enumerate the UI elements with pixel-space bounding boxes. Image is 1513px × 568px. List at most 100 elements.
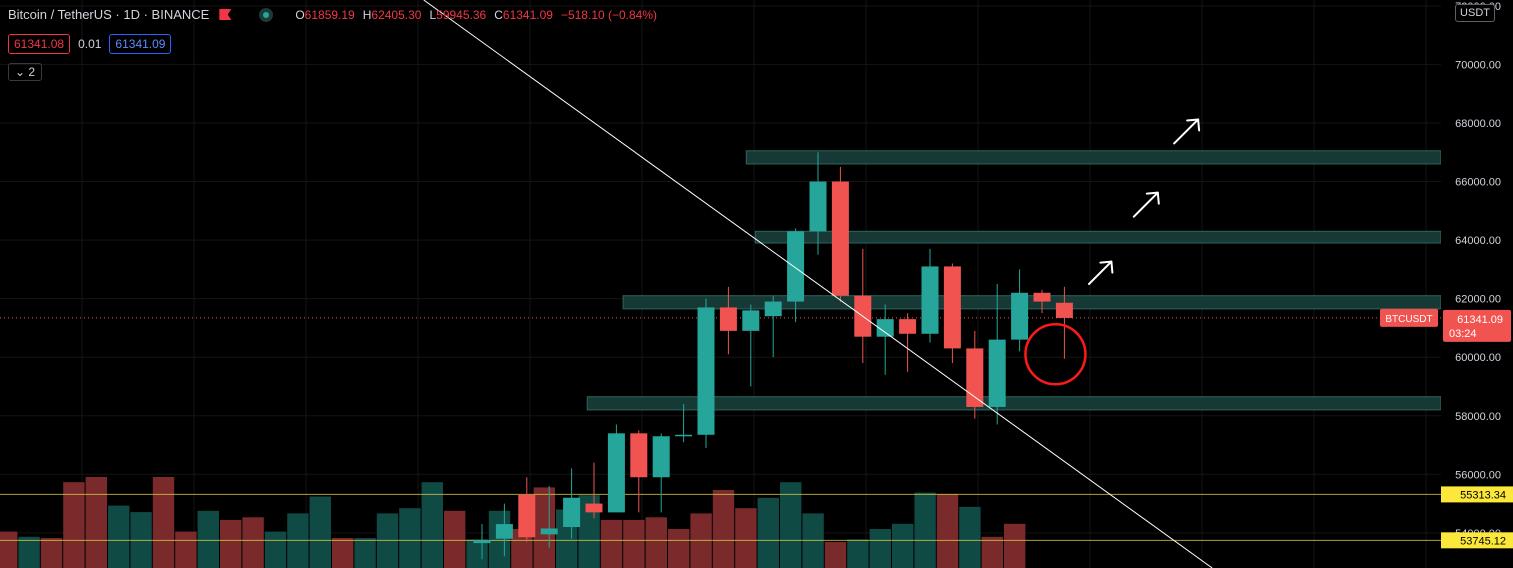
- volume-bar: [757, 497, 779, 568]
- volume-bar: [824, 542, 847, 568]
- price-tick-label: 64000.00: [1455, 235, 1501, 247]
- volume-bar: [466, 539, 488, 568]
- support-resistance-zone: [586, 396, 1442, 411]
- volume-bar: [18, 536, 40, 568]
- candle-body: [563, 497, 581, 528]
- sell-button[interactable]: 61341.08: [8, 34, 71, 54]
- candle-body: [966, 348, 984, 407]
- volume-bar: [444, 510, 466, 568]
- volume-bar: [264, 531, 287, 568]
- support-resistance-zone: [622, 295, 1442, 310]
- volume-bar: [354, 538, 376, 568]
- volume-bar: [668, 529, 690, 568]
- volume-bar: [712, 490, 735, 568]
- candle-body: [899, 319, 917, 334]
- volume-bar: [645, 517, 667, 568]
- indicator-count: 2: [28, 65, 36, 79]
- volume-bar: [936, 493, 959, 568]
- level-label: 55313.34: [1460, 489, 1506, 501]
- candle-body: [1055, 302, 1073, 318]
- candle-body: [943, 266, 961, 349]
- high-value: 62405.30: [371, 7, 422, 22]
- arrow-head: [1099, 260, 1114, 274]
- volume-bar: [85, 477, 107, 568]
- volume-bar: [175, 531, 197, 568]
- market-status-icon: [259, 7, 274, 22]
- candle-body: [607, 433, 625, 513]
- candle-body: [876, 319, 894, 337]
- volume-bar: [914, 492, 936, 568]
- volume-bar: [959, 506, 981, 568]
- arrow-shaft: [1088, 260, 1113, 285]
- candle-body: [675, 434, 693, 437]
- price-tick-label: 56000.00: [1455, 469, 1501, 481]
- price-axis: 72000.0070000.0068000.0066000.0064000.00…: [1441, 0, 1513, 568]
- trendline: [423, 0, 1213, 568]
- open-value: 61859.19: [304, 7, 355, 22]
- price-axis-bg: [1441, 0, 1513, 568]
- candle-body: [585, 503, 603, 513]
- volume-bar: [332, 538, 354, 568]
- candle-body: [742, 310, 760, 331]
- level-label: 53745.12: [1460, 535, 1506, 547]
- volume-bar: [847, 539, 869, 568]
- volume-bar: [220, 519, 242, 568]
- buy-button[interactable]: 61341.09: [109, 34, 172, 54]
- volume-bar: [623, 519, 645, 568]
- volume-bar: [399, 508, 421, 568]
- candle-body: [652, 436, 670, 478]
- price-tick-label: 60000.00: [1455, 352, 1501, 364]
- spread-value: 0.01: [78, 37, 102, 51]
- candle-body: [630, 433, 648, 478]
- volume-bar: [869, 529, 891, 568]
- annotation-arrow-icon: [1132, 191, 1160, 218]
- candle-body: [697, 307, 715, 435]
- annotation-arrow-icon: [1173, 118, 1201, 145]
- arrow-shaft: [1173, 118, 1200, 145]
- low-value: 59945.36: [436, 7, 487, 22]
- candle-body: [988, 339, 1006, 407]
- volume-bar: [892, 523, 914, 568]
- volume-bar: [488, 510, 511, 568]
- arrow-head: [1145, 191, 1160, 205]
- grid-lines: [0, 0, 1441, 568]
- volume-bar: [0, 531, 18, 568]
- volume-bar: [40, 538, 63, 568]
- volume-bars: [0, 477, 1026, 568]
- volume-bar: [600, 519, 623, 568]
- countdown-label: 03:24: [1449, 328, 1477, 340]
- price-tick-label: 66000.00: [1455, 177, 1501, 189]
- volume-bar: [780, 482, 802, 568]
- candle-body: [831, 181, 849, 296]
- price-tick-label: 70000.00: [1455, 59, 1501, 71]
- volume-bar: [108, 505, 130, 568]
- volume-bar: [63, 482, 85, 568]
- volume-bar: [533, 487, 555, 568]
- candle-body: [809, 181, 827, 232]
- symbol-label-bg: [1380, 308, 1438, 327]
- support-resistance-zone: [745, 150, 1442, 165]
- volume-bar: [1004, 523, 1026, 568]
- currency-unit-button[interactable]: USDT: [1455, 4, 1495, 22]
- indicators-collapse-button[interactable]: ⌄ 2: [8, 63, 43, 81]
- current-price-label: 61341.09: [1457, 314, 1503, 326]
- symbol-legend: Bitcoin / TetherUS · 1D · BINANCE O61859…: [8, 7, 657, 22]
- candle-body: [473, 540, 491, 544]
- volume-bar: [735, 508, 757, 568]
- trade-buttons: 61341.08 0.01 61341.09: [8, 34, 172, 54]
- price-tick-label: 68000.00: [1455, 118, 1501, 130]
- chevron-down-icon: ⌄: [15, 65, 26, 79]
- volume-bar: [981, 536, 1003, 568]
- price-tick-label: 62000.00: [1455, 294, 1501, 306]
- ohlc-values: O61859.19 H62405.30 L59945.36 C61341.09 …: [295, 7, 658, 22]
- level-label-bg: [1441, 486, 1513, 503]
- flag-icon[interactable]: [219, 9, 232, 20]
- candle-body: [540, 528, 558, 535]
- symbol-title[interactable]: Bitcoin / TetherUS · 1D · BINANCE: [8, 7, 210, 22]
- candles: [473, 152, 1073, 560]
- arrow-shaft: [1132, 191, 1159, 218]
- annotation-arrow-icon: [1088, 260, 1114, 285]
- current-price-label-bg: [1443, 309, 1511, 342]
- volume-bar: [309, 496, 331, 568]
